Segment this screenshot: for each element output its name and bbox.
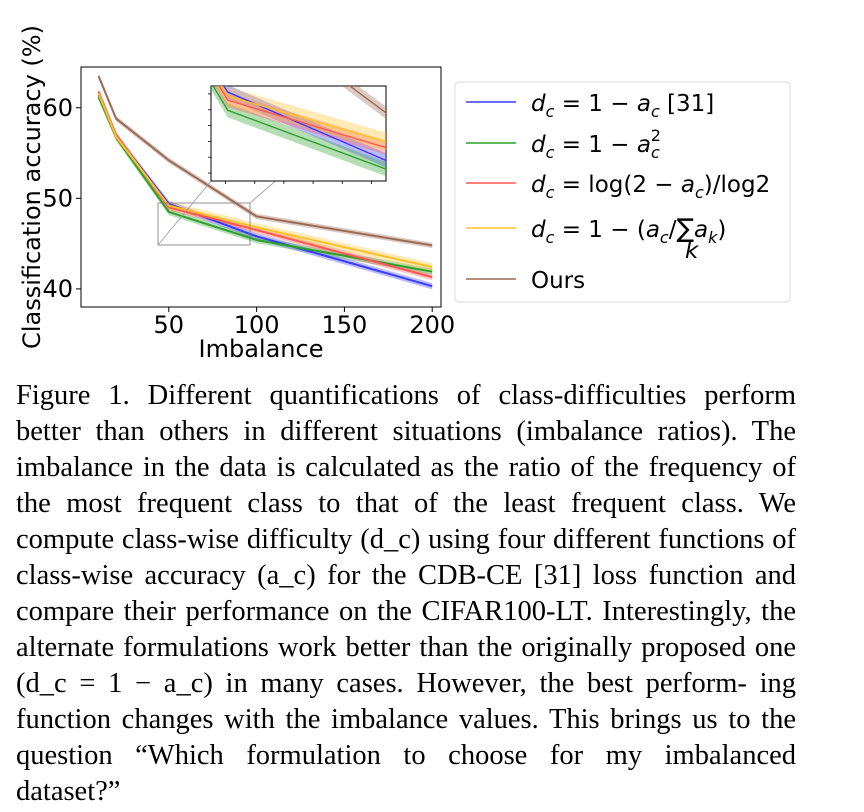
caption-line: ing function changes with the imbalance … bbox=[16, 668, 797, 735]
y-axis-label: Classification accuracy (%) bbox=[18, 25, 46, 349]
caption-line: Figure 1. Different quantifications of c… bbox=[16, 380, 796, 411]
x-tick-label: 50 bbox=[154, 311, 185, 339]
legend-label: dc = 1 − ac [31] bbox=[531, 91, 714, 121]
y-tick-label: 40 bbox=[42, 275, 73, 303]
caption-line: of the most frequent class to that of th… bbox=[16, 452, 797, 519]
figure: 50 100 150 200 40 50 60 Imbalance Classificat… bbox=[0, 0, 864, 380]
inset-ticks bbox=[208, 93, 372, 184]
inset-series-line bbox=[220, 86, 386, 143]
caption-line: compare their performance on the CIFAR10… bbox=[16, 596, 752, 627]
legend-entry: dc = 1 − (ac/∑ak) k bbox=[466, 214, 726, 264]
inset-series-band bbox=[341, 86, 386, 119]
legend-label: dc = 1 − (ac/∑ak) bbox=[531, 214, 726, 247]
inset-series-line bbox=[212, 86, 386, 170]
caption-line: compute class-wise difficulty (d_c) usin… bbox=[16, 524, 796, 555]
inset-series-band bbox=[214, 86, 386, 155]
inset-series-line bbox=[222, 86, 386, 162]
y-tick-label: 50 bbox=[42, 184, 73, 212]
caption-line: the alternate formulations work better t… bbox=[16, 596, 796, 663]
caption-line: better than others in different situatio… bbox=[16, 416, 796, 447]
caption-line: class-wise accuracy (a_c) for the CDB-CE… bbox=[16, 560, 796, 591]
caption-line: one (d_c = 1 − a_c) in many cases. Howev… bbox=[16, 632, 796, 699]
legend-entry: dc = log(2 − ac)/log2 bbox=[466, 172, 770, 202]
caption-line: dataset?” bbox=[16, 776, 121, 807]
legend bbox=[454, 81, 791, 303]
zoom-region bbox=[157, 202, 251, 246]
chart: 50 100 150 200 40 50 60 Imbalance Classificat… bbox=[18, 25, 791, 363]
legend-label-subscript: k bbox=[685, 238, 700, 264]
series-line bbox=[97, 75, 433, 247]
zoom-connector bbox=[157, 180, 212, 246]
series-line bbox=[97, 92, 433, 269]
x-axis-label: Imbalance bbox=[199, 335, 324, 363]
caption-line: imbalance in the data is calculated as t… bbox=[16, 452, 763, 483]
inset-series-band bbox=[211, 86, 386, 177]
legend-entry: dc = 1 − ac [31] bbox=[466, 91, 714, 121]
legend-label: dc = 1 − ac2 bbox=[531, 126, 661, 162]
x-tick-label: 100 bbox=[234, 311, 280, 339]
y-tick-label: 60 bbox=[42, 94, 73, 122]
legend-entry: Ours bbox=[466, 268, 585, 294]
inset-series-line bbox=[218, 86, 386, 149]
x-tick-label: 200 bbox=[409, 311, 455, 339]
legend-label: dc = log(2 − ac)/log2 bbox=[531, 172, 770, 202]
x-tick-label: 150 bbox=[322, 311, 368, 339]
legend-label: Ours bbox=[531, 268, 585, 294]
caption-line: to the question “Which formulation to ch… bbox=[16, 704, 796, 771]
figure-caption: Figure 1. Different quantifications of c… bbox=[16, 378, 796, 810]
legend-entry: dc = 1 − ac2 bbox=[466, 126, 661, 162]
